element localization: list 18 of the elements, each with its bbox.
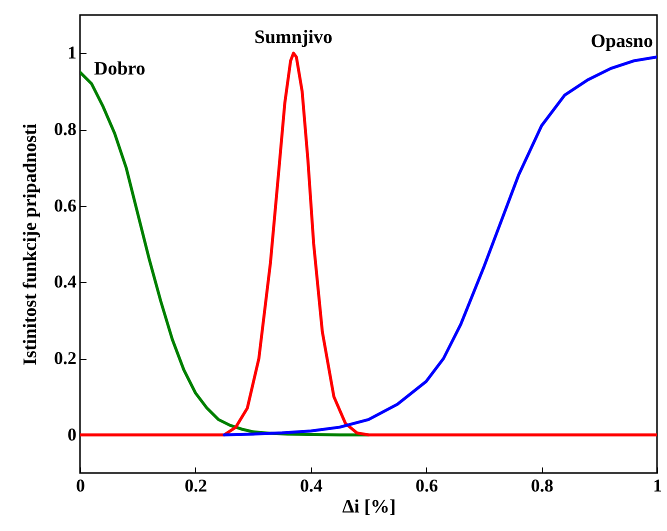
x-axis-title: Δi [%] [342, 496, 396, 518]
series-label: Dobro [94, 58, 146, 80]
series-label: Opasno [590, 30, 653, 52]
line-series [80, 52, 657, 436]
y-tick-label: 1 [68, 42, 76, 63]
x-tick-label: 0.4 [300, 476, 323, 496]
y-tick-label: 0 [68, 424, 76, 444]
x-tick-label: 0.8 [530, 476, 554, 496]
y-tick-label: 0.4 [54, 272, 76, 292]
y-tick-label: 0.2 [54, 348, 76, 368]
y-axis-title: Istinitost funkcije pripadnosti [20, 124, 41, 366]
x-tick-label: 1 [653, 476, 662, 496]
series-label: Sumnjivo [254, 27, 333, 48]
y-tick-label: 0.8 [54, 119, 76, 139]
y-tick-label: 0.6 [54, 195, 76, 216]
x-tick-label: 0.6 [415, 476, 438, 496]
x-tick-label: 0.2 [184, 476, 208, 496]
line-series [222, 55, 657, 436]
